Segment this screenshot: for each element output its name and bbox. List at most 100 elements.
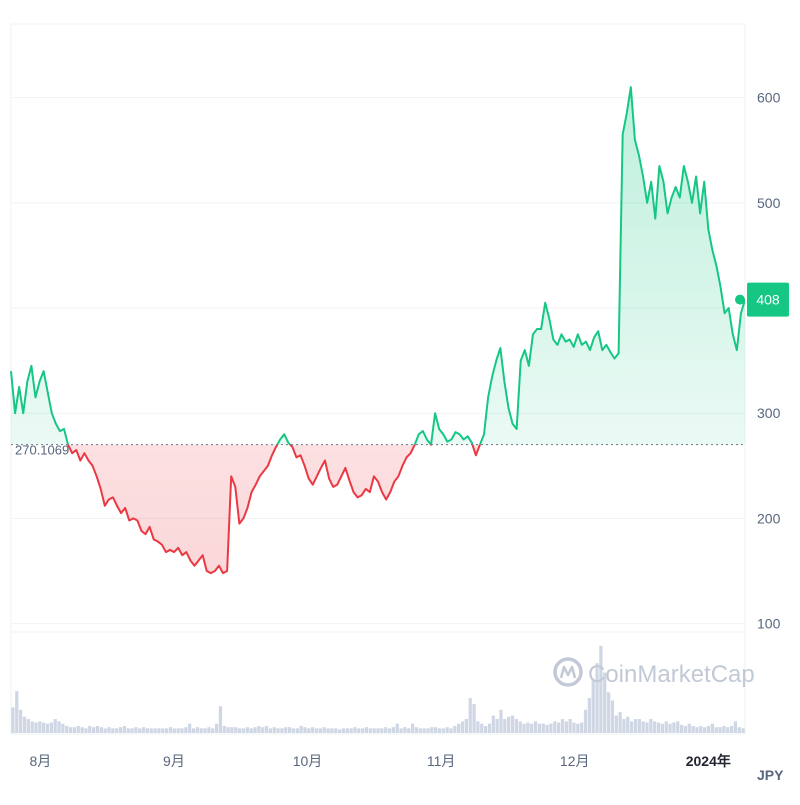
volume-bar [257,726,261,733]
volume-bar [103,728,107,733]
volume-bar [268,728,273,733]
volume-bar [299,726,303,733]
volume-bar [122,726,126,733]
current-price-dot[interactable] [735,294,745,305]
volume-bar [57,721,61,733]
volume-bar [45,723,50,733]
volume-bar [49,722,53,733]
volume-bar [660,723,664,733]
volume-bar [679,724,684,733]
volume-bar [445,727,449,733]
volume-bar [241,728,246,733]
volume-bar [664,721,668,733]
volume-bar [710,723,714,733]
volume-bar [345,728,349,733]
volume-bar [361,728,365,733]
volume-bar [357,728,361,733]
x-tick-label: 2024年 [686,753,731,769]
volume-bar [384,727,388,733]
volume-bar [218,706,223,733]
x-tick-label: 12月 [560,753,590,769]
volume-bar [34,722,38,733]
volume-bar [11,707,15,733]
current-price-label: 408 [756,292,780,308]
volume-bar [556,722,561,733]
volume-bar [618,712,622,733]
volume-bar [414,727,419,733]
volume-bar [457,723,461,733]
volume-bar [441,728,445,733]
volume-bar [672,722,676,733]
volume-bar [353,727,357,733]
volume-bar [165,728,169,733]
volume-bar [553,721,557,733]
volume-bar [161,728,165,733]
volume-bar [522,723,526,733]
volume-bar [253,727,257,733]
volume-bar [514,719,518,733]
volume-bar [610,700,615,733]
volume-bar [668,723,672,733]
volume-bar [280,728,284,733]
volume-bar [318,728,322,733]
volume-bar [464,719,469,733]
volume-bar [726,727,730,733]
volume-bar [626,716,630,733]
volume-bar [472,703,476,733]
volume-bar [311,727,315,733]
volume-bar [587,698,591,733]
volume-bar [118,727,123,733]
volume-bar [449,728,453,733]
volume-bar [510,715,515,733]
volume-bar [591,680,595,733]
volume-bar [676,721,680,733]
volume-bar [637,719,641,733]
volume-bar [576,723,580,733]
volume-bar [295,728,299,733]
volume-bar [460,721,465,733]
volume-bar [134,727,138,733]
volume-bar [68,727,73,733]
volume-bar [691,726,695,733]
volume-bar [61,723,65,733]
volume-bar [653,721,657,733]
volume-bar [330,728,334,733]
volume-bar [507,716,511,733]
volume-bar [284,727,288,733]
volume-bar [437,728,442,733]
volume-bar [530,723,534,733]
volume-bar [368,728,372,733]
volume-bar [153,728,157,733]
volume-bar [656,722,661,733]
volume-bar [364,727,369,733]
volume-bar [107,727,111,733]
volume-bar [126,728,130,733]
volume-bar [387,728,392,733]
volume-bar [430,727,434,733]
price-line-down [67,444,482,575]
volume-bar [564,721,568,733]
volume-bar [560,719,565,733]
volume-bar [130,728,134,733]
volume-bar [487,723,492,733]
volume-bar [376,728,380,733]
volume-bar [614,715,618,733]
volume-bar [695,727,699,733]
y-tick-label: 300 [757,405,781,421]
volume-bar [422,728,426,733]
volume-bar [115,728,119,733]
volume-bar [341,728,346,733]
volume-bar [568,719,572,733]
volume-bar [180,728,184,733]
volume-bar [226,727,230,733]
x-tick-label: 10月 [293,753,323,769]
volume-bar [703,727,707,733]
volume-bar [380,728,384,733]
y-tick-label: 600 [757,90,781,106]
volume-bar [545,724,549,733]
volume-bar [518,721,522,733]
volume-bar [72,727,77,733]
volume-bar [95,726,100,733]
volume-bar [630,721,634,733]
x-tick-label: 9月 [163,753,185,769]
